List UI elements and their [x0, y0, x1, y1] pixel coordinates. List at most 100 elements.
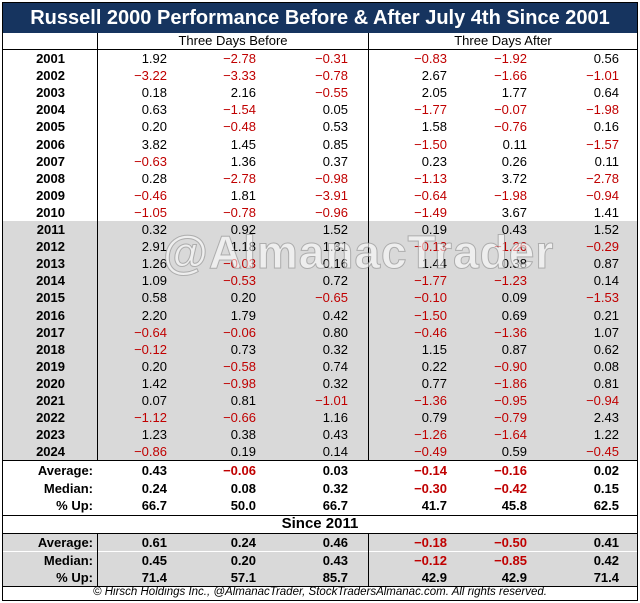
row-label: 2013 [36, 256, 65, 272]
table-row: 2017 −0.64 −0.06 0.80 −0.46 −1.36 1.07 [3, 323, 637, 341]
cell-value: 2.43 [593, 410, 619, 426]
cell-value: −1.92 [494, 51, 527, 66]
summary-since-row: % Up: 71.4 57.1 85.7 42.9 42.9 71.4 [3, 569, 637, 587]
cell-value: 1.09 [141, 273, 167, 289]
cell-value: 0.19 [421, 222, 447, 237]
cell-value: 1.45 [230, 136, 256, 152]
cell-value: −1.77 [414, 102, 447, 118]
row-label: 2022 [36, 410, 65, 426]
cell-value: 42.9 [501, 570, 527, 585]
table-row: 2005 0.20 −0.48 0.53 1.58 −0.76 0.16 [3, 118, 637, 135]
cell-value: −1.57 [586, 136, 619, 152]
cell-value: 1.81 [230, 187, 256, 203]
row-label: 2024 [36, 444, 65, 460]
cell-value: 0.32 [141, 222, 167, 237]
cell-value: 1.44 [421, 256, 447, 272]
cell-value: 0.32 [322, 375, 348, 391]
cell-value: 62.5 [593, 498, 619, 513]
cell-value: −1.98 [586, 102, 619, 118]
cell-value: −0.53 [223, 273, 256, 289]
cell-value: 1.79 [230, 307, 256, 323]
summary-since-row: Median: 0.45 0.20 0.43 −0.12 −0.85 0.42 [3, 551, 637, 569]
cell-value: 0.79 [421, 410, 447, 426]
cell-value: −0.46 [134, 187, 167, 203]
cell-value: 0.58 [141, 290, 167, 306]
cell-value: −1.86 [494, 375, 527, 391]
divider-before-after-since [368, 533, 369, 586]
cell-value: −0.12 [414, 552, 447, 568]
cell-value: 0.87 [593, 256, 619, 272]
cell-value: −1.64 [494, 427, 527, 443]
cell-value: 0.28 [141, 170, 167, 186]
cell-value: −0.16 [494, 463, 527, 478]
cell-value: 0.20 [141, 119, 167, 135]
cell-value: −0.85 [494, 552, 527, 568]
table-row: 2007 −0.63 1.36 0.37 0.23 0.26 0.11 [3, 153, 637, 170]
cell-value: −0.06 [223, 463, 256, 478]
row-label: 2005 [36, 119, 65, 135]
cell-value: 0.41 [593, 535, 619, 550]
cell-value: −3.22 [134, 68, 167, 84]
cell-value: 0.32 [322, 480, 348, 496]
cell-value: 0.32 [322, 341, 348, 357]
cell-value: −1.50 [414, 307, 447, 323]
row-label: 2002 [36, 68, 65, 84]
cell-value: −1.05 [134, 204, 167, 220]
cell-value: −0.66 [223, 410, 256, 426]
cell-value: 1.26 [141, 256, 167, 272]
row-label: 2011 [36, 222, 65, 237]
cell-value: 42.9 [421, 570, 447, 585]
cell-value: 0.08 [230, 480, 256, 496]
row-label: 2001 [36, 51, 65, 66]
cell-value: 0.22 [421, 358, 447, 374]
cell-value: 0.24 [141, 480, 167, 496]
cell-value: 0.81 [230, 393, 256, 408]
cell-value: 1.07 [593, 324, 619, 340]
table-row: 2013 1.26 −0.03 0.16 1.44 0.38 0.87 [3, 255, 637, 273]
cell-value: 3.82 [141, 136, 167, 152]
cell-value: 0.42 [593, 552, 619, 568]
row-label: 2017 [36, 324, 65, 340]
cell-value: 0.08 [593, 358, 619, 374]
row-label: 2020 [36, 375, 65, 391]
cell-value: 0.72 [322, 273, 348, 289]
cell-value: 0.20 [141, 358, 167, 374]
cell-value: 1.36 [230, 153, 256, 169]
row-label: 2010 [36, 204, 65, 220]
cell-value: −1.54 [223, 102, 256, 118]
cell-value: 0.18 [141, 85, 167, 101]
cell-value: −1.53 [586, 290, 619, 306]
cell-value: −0.90 [494, 358, 527, 374]
cell-value: −0.79 [494, 410, 527, 426]
cell-value: −0.31 [315, 51, 348, 66]
row-label: 2016 [36, 307, 65, 323]
cell-value: 2.16 [230, 85, 256, 101]
cell-value: −3.33 [223, 68, 256, 84]
cell-value: −1.49 [414, 204, 447, 220]
table-row: 2016 2.20 1.79 0.42 −1.50 0.69 0.21 [3, 306, 637, 324]
cell-value: −0.63 [134, 153, 167, 169]
cell-value: 0.56 [593, 51, 619, 66]
table-row: 2010 −1.05 −0.78 −0.96 −1.49 3.67 1.41 [3, 204, 637, 221]
cell-value: 0.73 [230, 341, 256, 357]
cell-value: 0.14 [593, 273, 619, 289]
cell-value: −0.76 [494, 119, 527, 135]
cell-value: 0.38 [501, 256, 527, 272]
cell-value: −0.64 [134, 324, 167, 340]
cell-value: 1.23 [141, 427, 167, 443]
cell-value: −2.78 [223, 51, 256, 66]
summary-row: Average: 0.43 −0.06 0.03 −0.14 −0.16 0.02 [3, 462, 637, 479]
row-label: 2019 [36, 358, 65, 374]
cell-value: 0.37 [322, 153, 348, 169]
row-label: 2006 [36, 136, 65, 152]
divider-year [97, 33, 98, 460]
cell-value: 0.87 [501, 341, 527, 357]
summary-row: % Up: 66.7 50.0 66.7 41.7 45.8 62.5 [3, 497, 637, 514]
cell-value: −1.77 [414, 273, 447, 289]
row-label: % Up: [56, 570, 93, 585]
divider-before-after [368, 33, 369, 460]
cell-value: −0.50 [494, 535, 527, 550]
table-row: 2011 0.32 0.92 1.52 0.19 0.43 1.52 [3, 221, 637, 239]
cell-value: 0.38 [230, 427, 256, 443]
cell-value: 57.1 [230, 570, 256, 585]
